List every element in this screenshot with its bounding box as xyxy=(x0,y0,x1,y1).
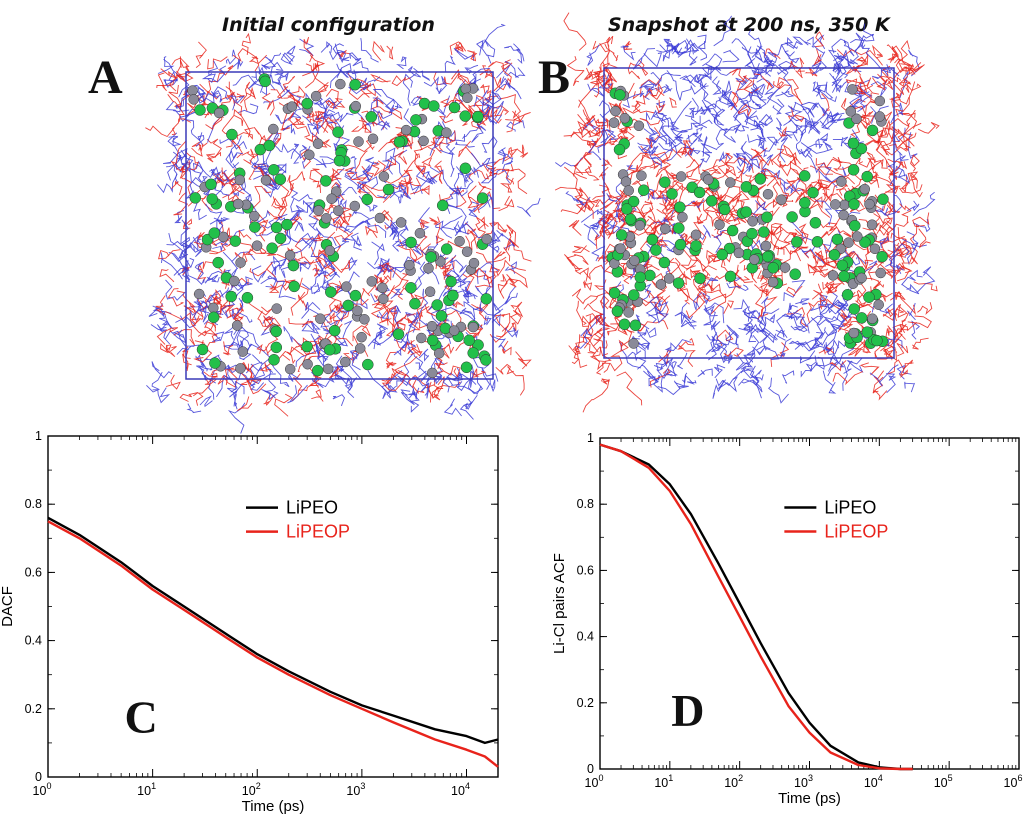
x-tick-label: 104 xyxy=(864,773,883,790)
y-tick-label: 1 xyxy=(35,429,42,443)
x-tick-label: 100 xyxy=(33,781,52,798)
panel-b-letter: B xyxy=(538,51,571,104)
y-tick-label: 0 xyxy=(35,770,42,784)
panel-a-title: Initial configuration xyxy=(222,14,435,36)
snapshot-b-image xyxy=(554,12,940,413)
panel-a-letter: A xyxy=(88,51,123,104)
x-tick-label: 102 xyxy=(724,773,743,790)
x-tick-label: 103 xyxy=(346,781,365,798)
x-tick-label: 105 xyxy=(934,773,953,790)
legend-entry: LiPEO xyxy=(286,498,338,518)
panel-b-title: Snapshot at 200 ns, 350 K xyxy=(608,14,890,36)
series-line-lipeo xyxy=(599,443,913,771)
y-tick-label: 0.8 xyxy=(577,497,594,511)
snapshot-a-image xyxy=(145,23,541,434)
panel-letter: C xyxy=(125,692,158,743)
y-tick-label: 0.4 xyxy=(25,634,42,648)
x-tick-label: 101 xyxy=(137,781,156,798)
y-tick-label: 0.6 xyxy=(25,565,42,579)
x-tick-label: 104 xyxy=(451,781,470,798)
y-tick-label: 0.4 xyxy=(577,630,594,644)
x-tick-label: 102 xyxy=(242,781,261,798)
panel-letter: D xyxy=(671,685,704,736)
legend-entry: LiPEO xyxy=(824,498,876,518)
y-axis-label: Li-Cl pairs ACF xyxy=(551,553,568,654)
y-axis-label: DACF xyxy=(0,586,16,627)
x-axis-label: Time (ps) xyxy=(778,790,841,807)
series-line-lipeo xyxy=(47,516,499,745)
x-tick-label: 101 xyxy=(654,773,673,790)
series-line-lipeop xyxy=(47,520,499,768)
y-tick-label: 0.2 xyxy=(25,702,42,716)
x-tick-label: 103 xyxy=(794,773,813,790)
y-tick-label: 0.6 xyxy=(577,563,594,577)
legend-entry: LiPEOP xyxy=(824,522,888,542)
x-tick-label: 106 xyxy=(1004,773,1023,790)
y-tick-label: 0.8 xyxy=(25,497,42,511)
y-tick-label: 0 xyxy=(587,762,594,776)
x-axis-label: Time (ps) xyxy=(242,798,305,815)
legend-entry: LiPEOP xyxy=(286,522,350,542)
series-line-lipeop xyxy=(599,443,913,771)
y-tick-label: 1 xyxy=(587,431,594,445)
x-tick-label: 100 xyxy=(585,773,604,790)
y-tick-label: 0.2 xyxy=(577,696,594,710)
plot-frame xyxy=(599,437,1020,770)
